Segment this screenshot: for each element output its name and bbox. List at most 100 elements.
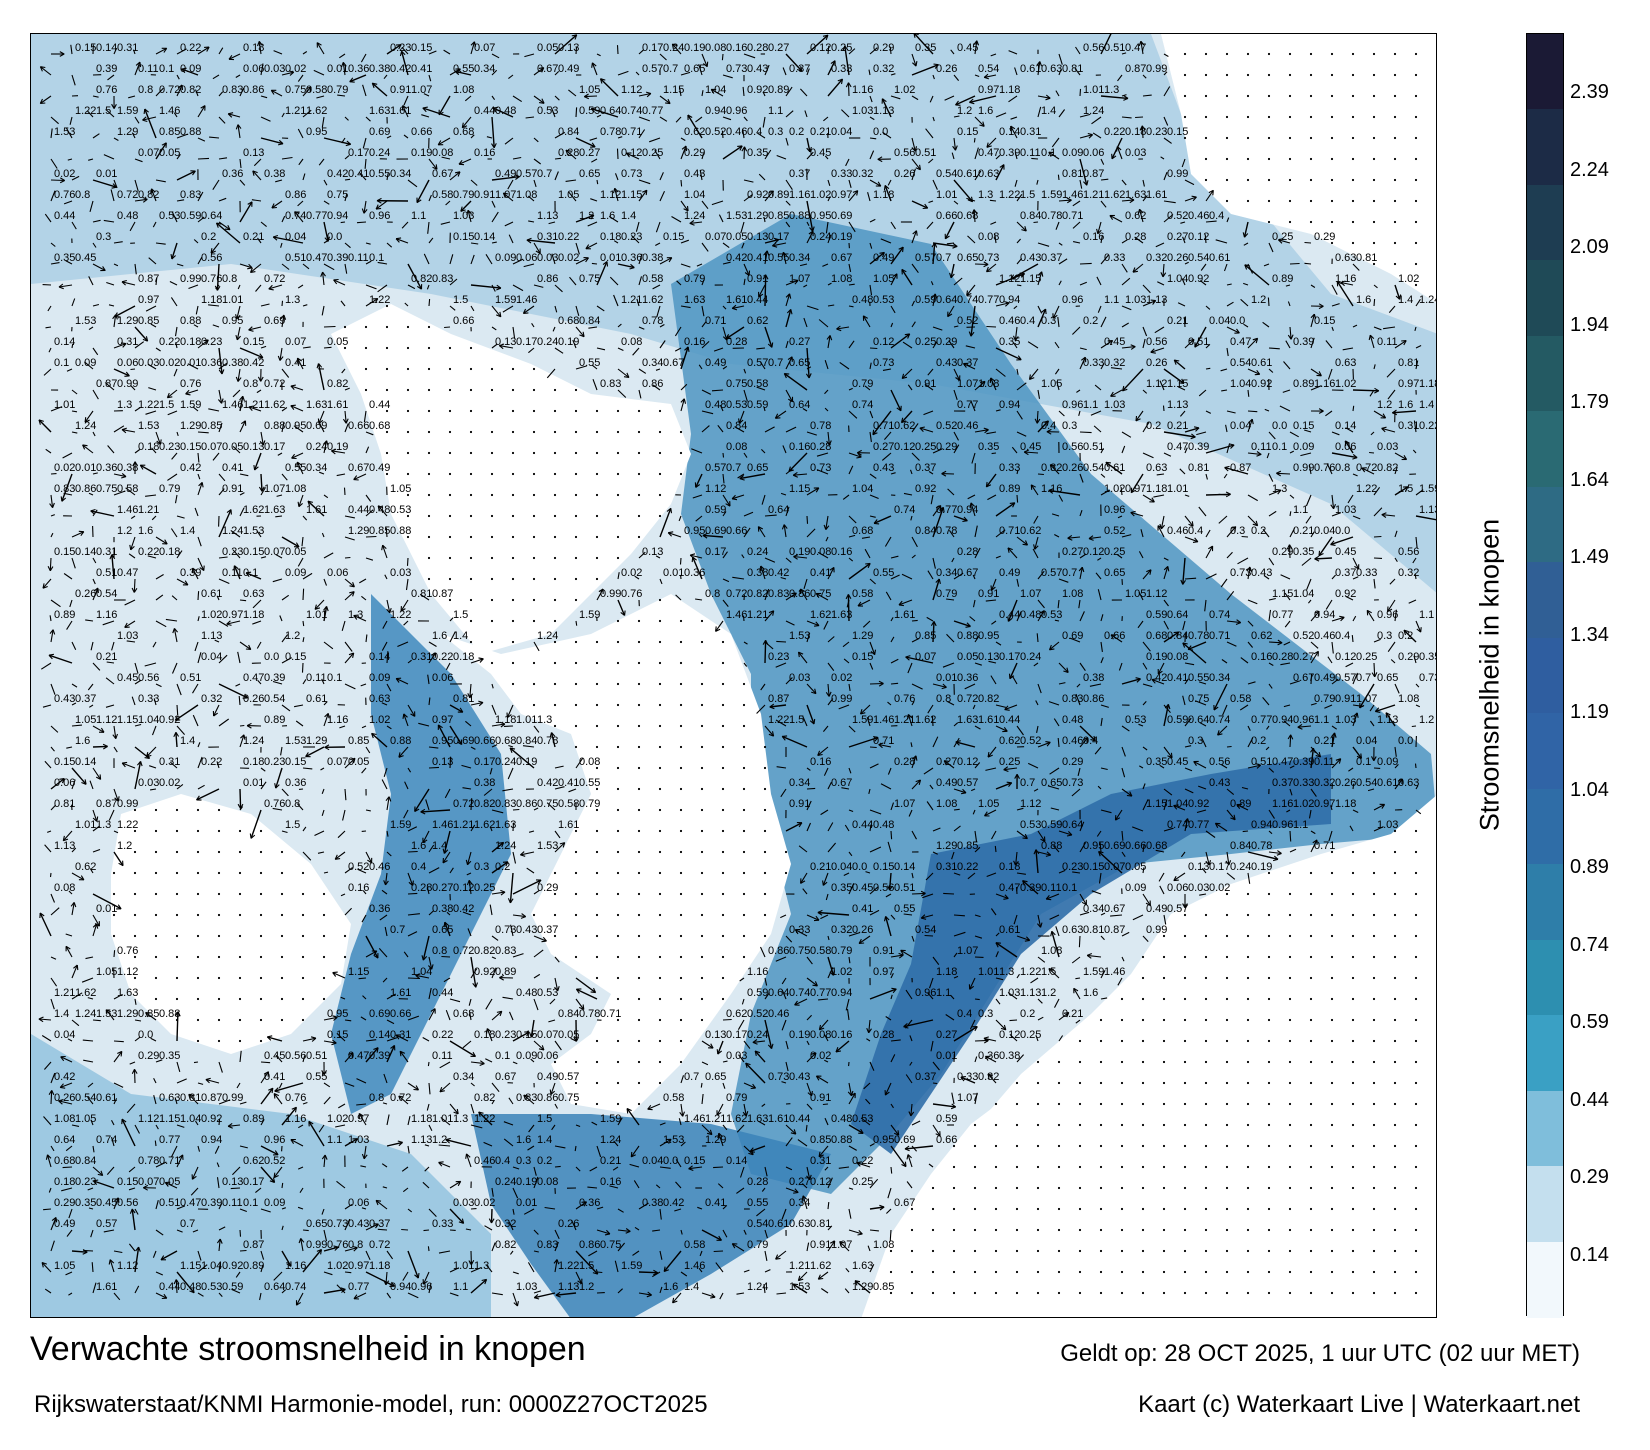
- current-arrow: [173, 628, 178, 643]
- grid-dot: [763, 913, 767, 917]
- grid-dot: [1309, 178, 1313, 182]
- current-arrow: [71, 557, 76, 569]
- grid-dot: [742, 871, 746, 875]
- arrow-head: [248, 644, 252, 650]
- arrow-head: [40, 66, 46, 69]
- arrow-head: [396, 237, 402, 240]
- arrow-head: [346, 140, 352, 145]
- current-arrow: [1204, 234, 1207, 244]
- grid-dot: [1225, 1165, 1229, 1169]
- arrow-head: [1337, 280, 1342, 285]
- grid-dot: [1078, 1249, 1082, 1253]
- grid-dot: [301, 871, 305, 875]
- current-arrow: [609, 276, 619, 286]
- grid-dot: [952, 1270, 956, 1274]
- grid-dot: [1162, 934, 1166, 938]
- arrow-head: [1046, 431, 1052, 435]
- grid-dot: [511, 472, 515, 476]
- current-arrow: [365, 634, 368, 643]
- arrow-head: [226, 623, 232, 626]
- current-arrow: [1331, 574, 1337, 580]
- current-arrow: [42, 704, 52, 708]
- current-arrow: [176, 199, 185, 202]
- current-arrow: [1280, 574, 1291, 580]
- arrow-head: [203, 339, 209, 342]
- current-arrow: [1011, 446, 1018, 454]
- current-arrow: [761, 449, 766, 454]
- grid-dot: [1309, 1060, 1313, 1064]
- grid-dot: [1330, 220, 1334, 224]
- grid-dot: [1120, 1039, 1124, 1043]
- grid-dot: [1078, 1144, 1082, 1148]
- current-arrow: [71, 779, 76, 790]
- grid-dot: [1267, 1060, 1271, 1064]
- arrow-head: [1009, 502, 1015, 504]
- grid-dot: [1099, 1291, 1103, 1295]
- grid-dot: [1246, 1039, 1250, 1043]
- current-arrow: [743, 368, 747, 374]
- arrow-head: [620, 611, 625, 616]
- grid-dot: [1288, 136, 1292, 140]
- grid-dot: [406, 472, 410, 476]
- grid-dot: [1204, 1144, 1208, 1148]
- grid-dot: [217, 1018, 221, 1022]
- grid-dot: [1351, 913, 1355, 917]
- current-arrow: [634, 575, 640, 580]
- arrow-head: [1339, 615, 1345, 618]
- grid-dot: [721, 682, 725, 686]
- current-arrow: [785, 426, 797, 433]
- grid-dot: [532, 514, 536, 518]
- current-arrow: [953, 368, 961, 381]
- current-arrow: [554, 157, 562, 160]
- current-arrow: [911, 423, 919, 433]
- arrow-head: [307, 500, 314, 503]
- grid-dot: [931, 1270, 935, 1274]
- grid-dot: [1414, 1102, 1418, 1106]
- arrow-head: [870, 650, 876, 656]
- current-arrow: [403, 713, 409, 727]
- current-arrow: [827, 179, 831, 186]
- arrow-head: [976, 40, 980, 46]
- arrow-head: [672, 43, 678, 47]
- current-arrow: [491, 95, 496, 101]
- current-arrow: [469, 683, 472, 698]
- current-arrow: [341, 620, 346, 631]
- current-arrow: [1268, 347, 1280, 350]
- current-arrow: [798, 651, 808, 664]
- grid-dot: [1183, 1018, 1187, 1022]
- arrow-head: [642, 189, 648, 193]
- current-arrow: [302, 51, 308, 55]
- current-arrow: [208, 304, 220, 307]
- grid-dot: [1372, 136, 1376, 140]
- grid-dot: [1330, 850, 1334, 854]
- grid-dot: [1351, 1249, 1355, 1253]
- current-arrow: [111, 641, 115, 651]
- current-arrow: [701, 242, 709, 252]
- arrow-head: [1039, 610, 1045, 614]
- current-arrow: [1348, 767, 1354, 772]
- current-arrow: [1139, 765, 1144, 769]
- current-arrow: [679, 557, 682, 565]
- grid-dot: [553, 619, 557, 623]
- current-arrow: [533, 137, 539, 143]
- current-arrow: [910, 515, 913, 521]
- current-arrow: [343, 487, 346, 496]
- arrow-head: [1249, 566, 1253, 572]
- current-arrow: [62, 452, 73, 459]
- current-arrow: [867, 192, 871, 202]
- grid-dot: [658, 682, 662, 686]
- arrow-head: [173, 628, 179, 633]
- current-arrow: [1181, 158, 1186, 168]
- grid-dot: [1351, 1144, 1355, 1148]
- current-arrow: [1310, 673, 1313, 685]
- current-arrow: [1205, 473, 1208, 480]
- grid-dot: [700, 724, 704, 728]
- sea-central-channel: [671, 214, 1436, 1194]
- arrow-head: [983, 264, 989, 268]
- arrow-head: [942, 683, 947, 688]
- current-arrow: [232, 446, 241, 454]
- current-arrow: [575, 305, 580, 317]
- current-arrow: [1054, 534, 1060, 538]
- grid-dot: [532, 661, 536, 665]
- grid-dot: [637, 682, 641, 686]
